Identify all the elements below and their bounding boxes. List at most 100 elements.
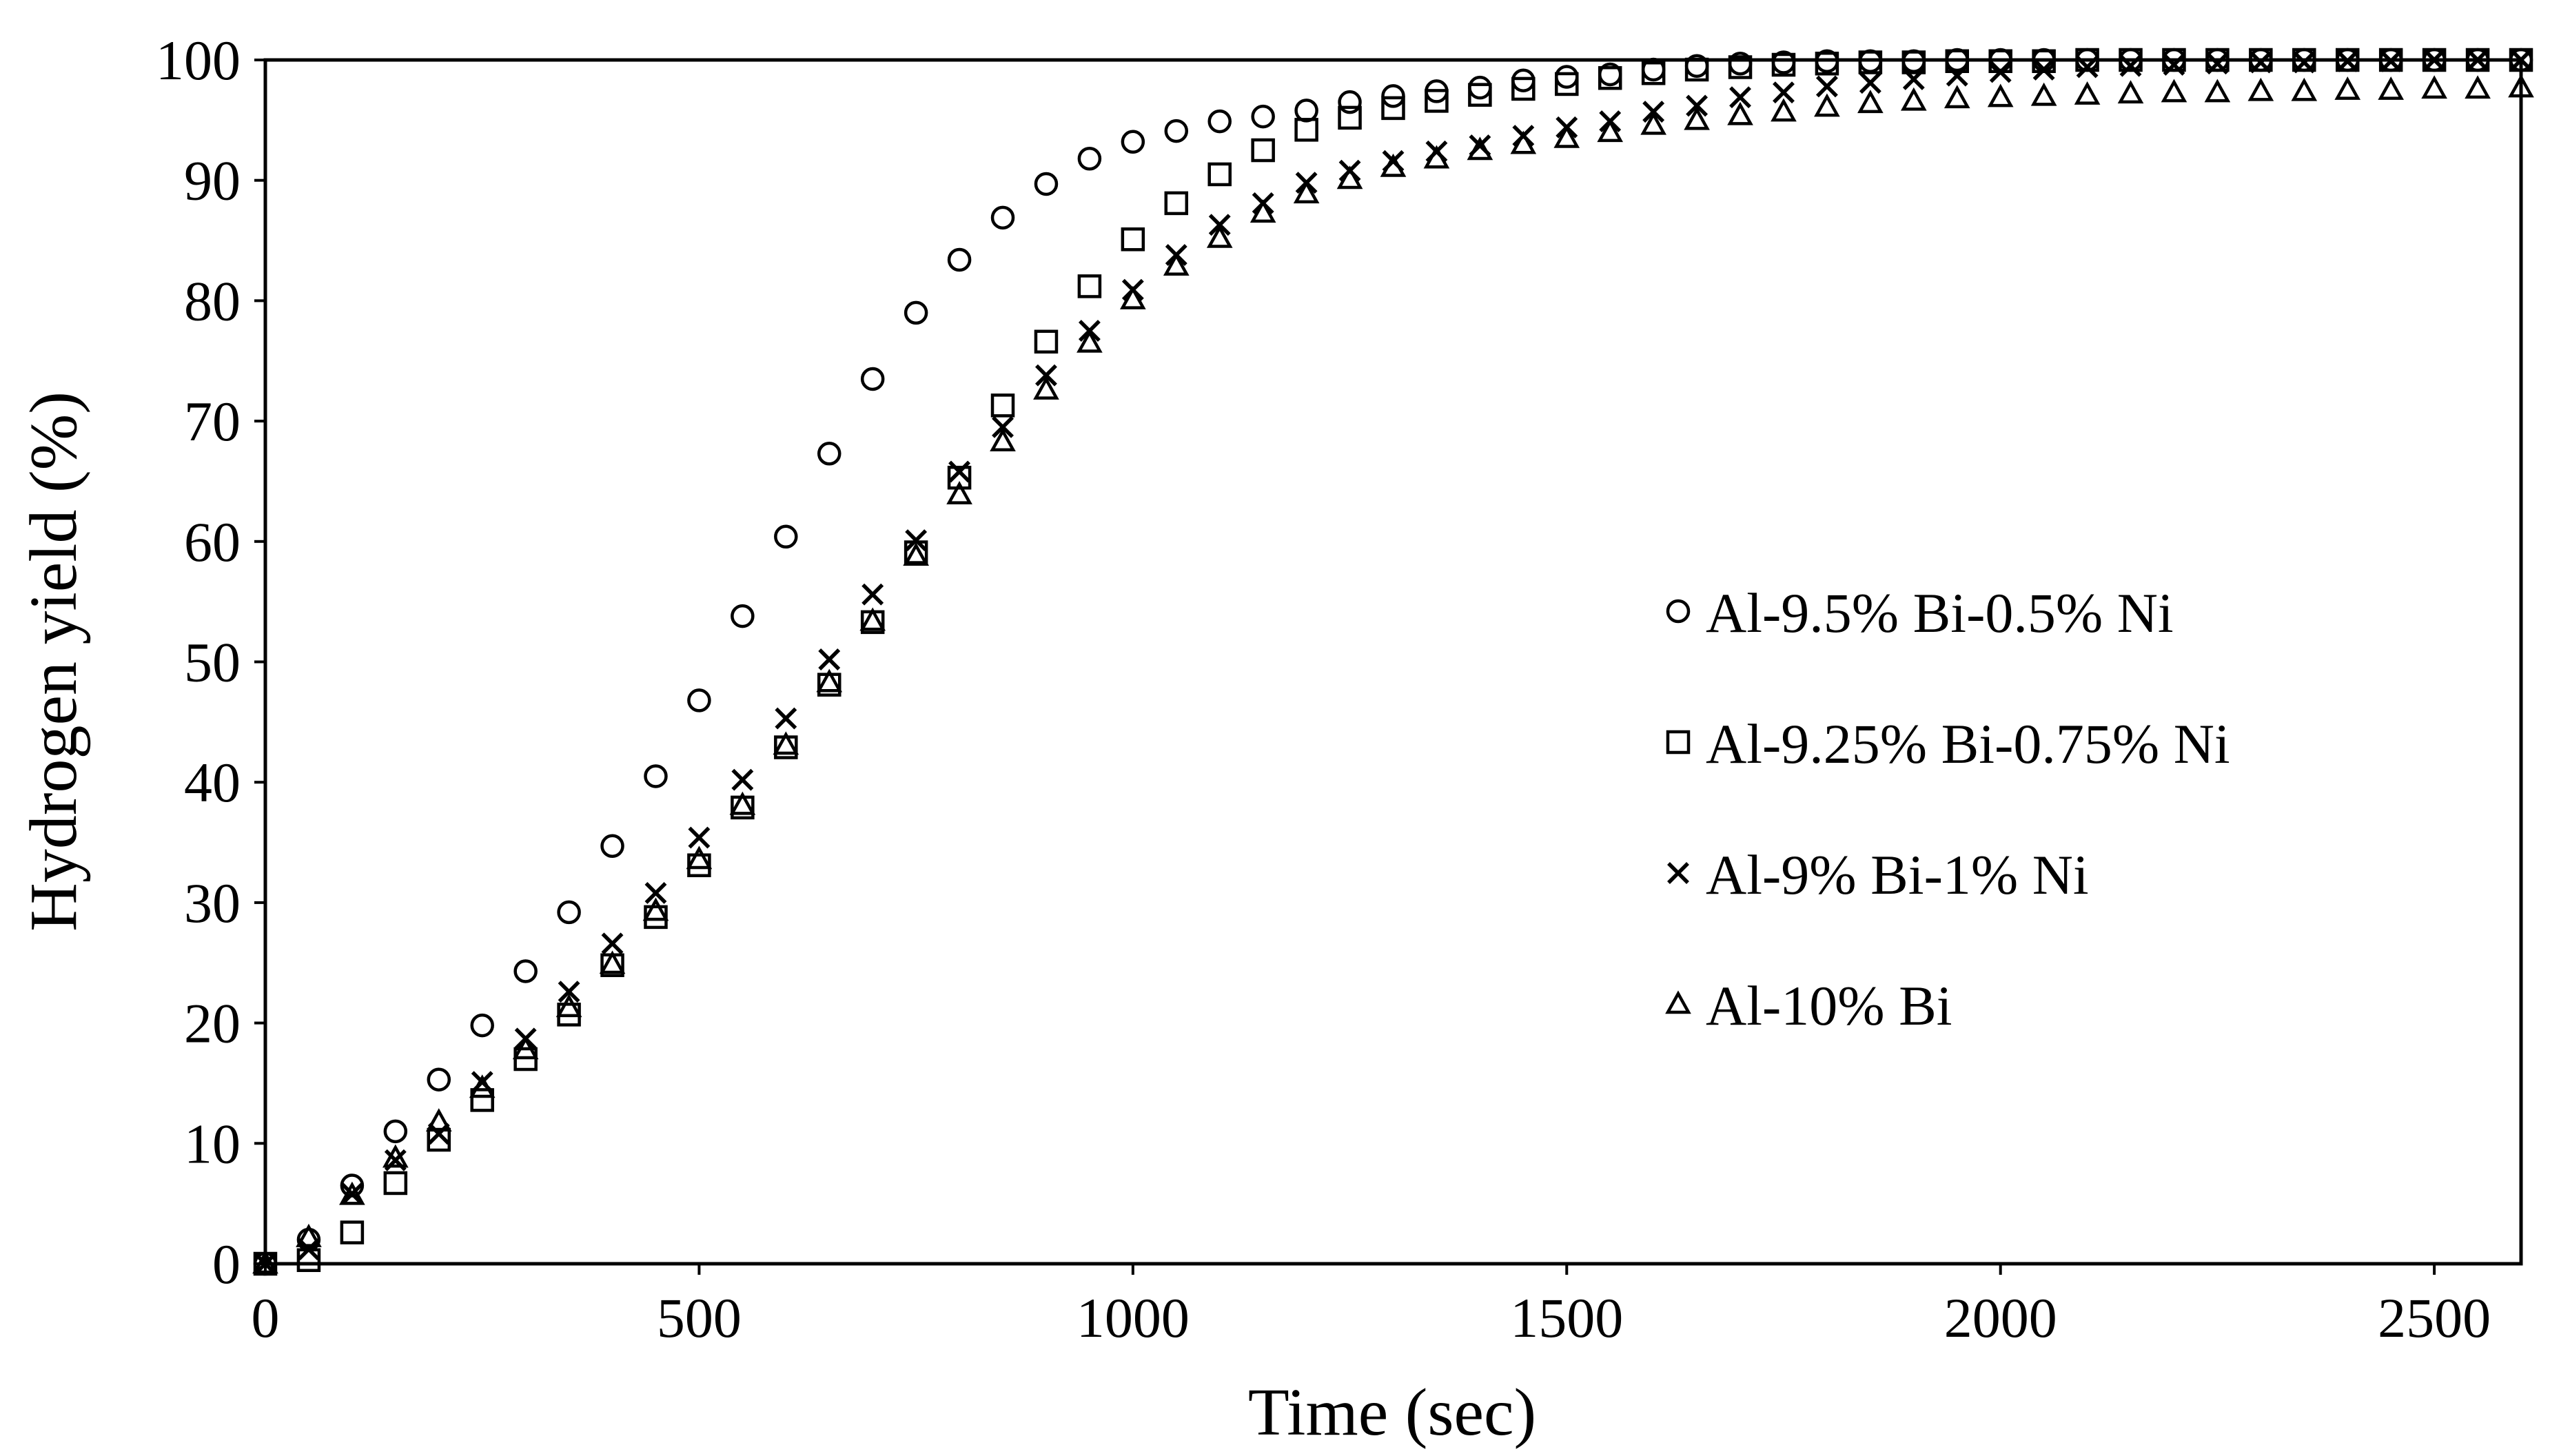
data-point-triangle [1814, 93, 1840, 117]
y-tick-label: 10 [184, 1112, 241, 1175]
y-tick-label: 80 [184, 269, 241, 332]
data-point-circle [470, 1013, 494, 1038]
data-point-square [1858, 50, 1883, 74]
data-point-square [1034, 329, 1059, 354]
y-axis: 0 10 20 30 40 50 60 70 80 90 100 [156, 29, 265, 1295]
data-point-circle [1077, 147, 1102, 171]
data-point-square [383, 1171, 408, 1196]
data-point-cross [2076, 56, 2099, 79]
data-points [252, 48, 2534, 1276]
data-point-cross [2250, 51, 2272, 74]
data-point-triangle [339, 1181, 365, 1205]
legend-label: Al-10% Bi [1706, 974, 1952, 1037]
data-point-triangle [903, 542, 929, 566]
data-point-circle [904, 300, 928, 325]
data-point-cross [1902, 68, 1925, 90]
data-point-square [1077, 274, 1102, 298]
data-point-cross [1686, 94, 1708, 117]
data-point-cross [644, 881, 667, 904]
data-point-cross [1773, 81, 1795, 104]
data-point-square [1468, 83, 1492, 107]
data-point-square [2249, 48, 2273, 72]
legend-marker-triangle-icon [1665, 990, 1691, 1014]
data-point-square [1901, 50, 1926, 74]
data-point-circle [644, 764, 668, 788]
data-point-circle [817, 442, 842, 466]
data-point-square [2335, 48, 2360, 72]
x-tick-label: 1000 [1077, 1286, 1190, 1349]
data-point-triangle [1944, 85, 1970, 109]
data-point-triangle [1336, 165, 1363, 189]
data-point-square [1294, 118, 1318, 142]
data-point-cross [1035, 364, 1057, 387]
x-tick-label: 2000 [1944, 1286, 2057, 1349]
data-point-triangle [1684, 106, 1710, 130]
data-point-cross [1859, 72, 1881, 94]
legend: Al-9.5% Bi-0.5% Ni Al-9.25% Bi-0.75% Ni Al… [1665, 582, 2230, 1037]
data-point-triangle [1597, 119, 1624, 143]
data-point-square [990, 393, 1015, 418]
data-point-triangle [2465, 75, 2491, 99]
data-point-circle [383, 1119, 408, 1144]
data-point-cross [992, 416, 1014, 438]
data-point-cross [297, 1238, 320, 1260]
data-point-circle [1207, 109, 1232, 134]
data-point-triangle [2161, 79, 2187, 103]
data-point-cross [2336, 50, 2359, 72]
data-point-triangle [990, 428, 1016, 452]
data-point-square [2509, 48, 2533, 72]
data-point-triangle [1510, 130, 1537, 154]
data-point-square [1684, 57, 1709, 82]
y-tick-label: 20 [184, 992, 241, 1055]
data-point-triangle [555, 994, 582, 1018]
data-point-circle [1034, 172, 1059, 196]
data-point-square [1381, 96, 1405, 121]
data-point-triangle [1987, 83, 2014, 107]
data-point-cross [861, 583, 884, 606]
data-point-triangle [2074, 81, 2101, 105]
data-point-square [947, 465, 972, 490]
data-point-triangle [1206, 224, 1233, 248]
data-point-cross [427, 1122, 450, 1145]
data-point-square [1555, 72, 1579, 96]
data-point-cross [2423, 49, 2446, 71]
data-point-triangle [2117, 80, 2144, 104]
data-point-circle [1251, 104, 1275, 129]
data-point-triangle [773, 731, 799, 755]
data-point-cross [905, 529, 928, 551]
data-point-square [1121, 227, 1145, 252]
data-point-cross [2206, 52, 2229, 75]
data-point-triangle [1423, 145, 1450, 169]
data-point-cross [2467, 49, 2489, 71]
y-tick-label: 60 [184, 511, 241, 573]
series-4 [252, 74, 2534, 1274]
data-point-square [2119, 48, 2143, 72]
data-point-cross [2163, 54, 2185, 76]
data-point-triangle [946, 481, 972, 504]
data-point-triangle [382, 1144, 409, 1168]
data-point-triangle [2247, 77, 2274, 101]
legend-marker-circle-icon [1666, 599, 1691, 624]
data-point-square [1728, 55, 1753, 79]
data-point-cross [2032, 59, 2055, 81]
y-tick-label: 50 [184, 631, 241, 694]
data-point-square [340, 1220, 365, 1244]
y-tick-label: 70 [184, 390, 241, 453]
data-point-square [1338, 105, 1362, 130]
data-point-triangle [1033, 376, 1059, 400]
x-axis-title: Time (sec) [1248, 1375, 1536, 1450]
data-point-triangle [2378, 76, 2404, 100]
data-point-triangle [1293, 180, 1320, 204]
data-point-square [1251, 138, 1275, 163]
data-point-square [2162, 48, 2186, 72]
data-point-cross [1815, 75, 1838, 98]
data-point-circle [990, 205, 1015, 230]
data-point-triangle [642, 897, 669, 921]
data-point-triangle [816, 668, 843, 693]
data-point-triangle [512, 1036, 539, 1060]
data-point-triangle [2508, 74, 2534, 98]
data-point-cross [2293, 51, 2316, 74]
data-point-triangle [252, 1250, 278, 1274]
